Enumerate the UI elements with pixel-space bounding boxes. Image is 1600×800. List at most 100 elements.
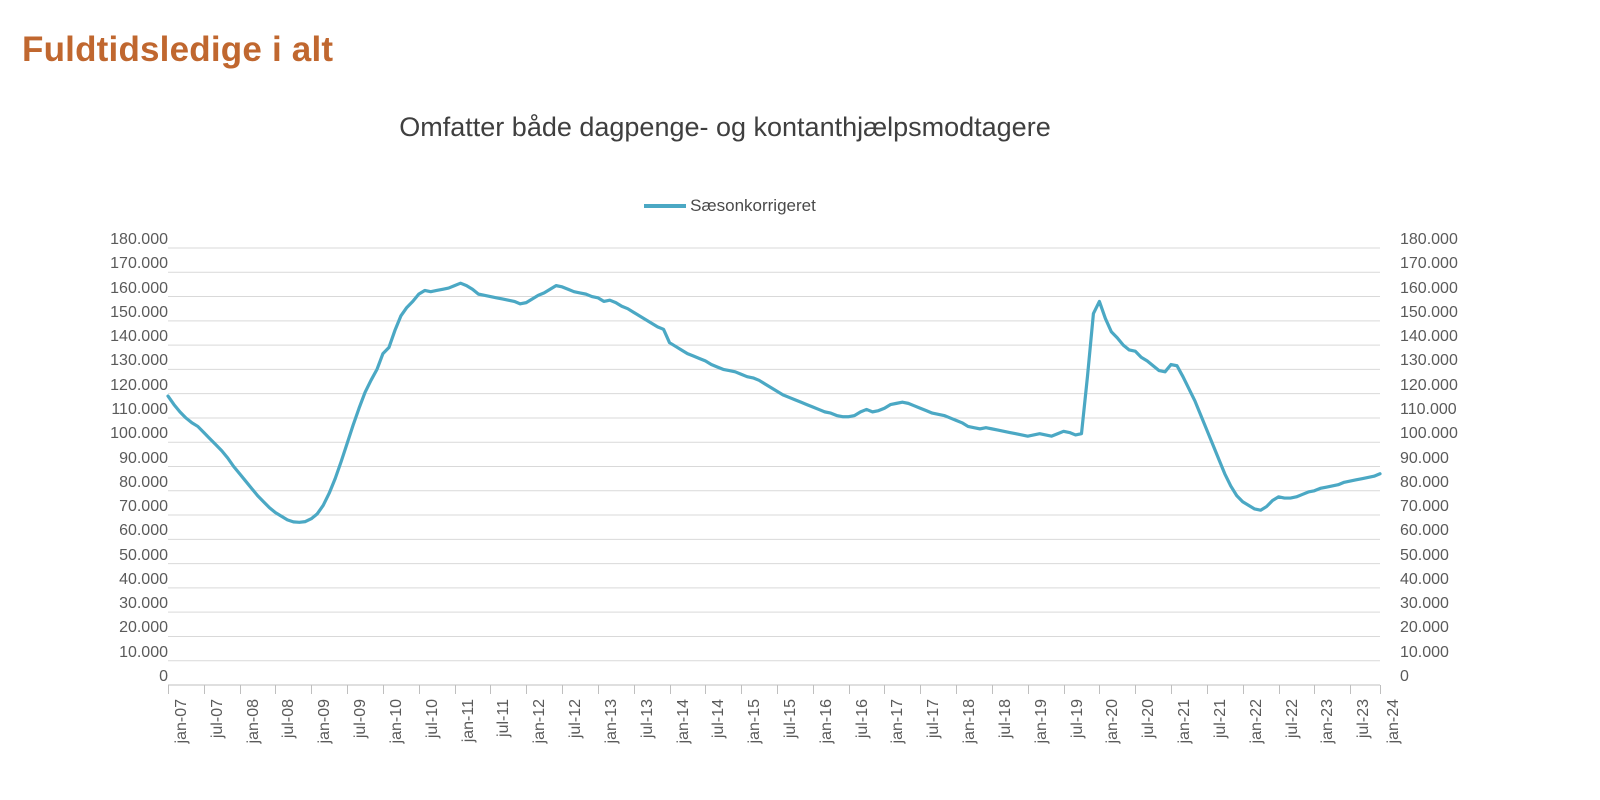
x-tick-mark-jul-11: [490, 685, 492, 694]
x-tick-mark-jul-18: [991, 685, 993, 694]
y-tick-right-120000: 120.000: [1400, 376, 1458, 394]
y-tick-right-150000: 150.000: [1400, 303, 1458, 321]
x-tick-mark-jan-09: [311, 685, 313, 694]
x-tick-mark-jan-12: [526, 685, 528, 694]
y-tick-left-130000: 130.000: [110, 352, 168, 370]
page-title: Fuldtidsledige i alt: [22, 30, 334, 69]
x-tick-mark-jan-23: [1314, 685, 1316, 694]
y-tick-right-0: 0: [1400, 668, 1409, 685]
x-tick-label-jan-16: jan-16: [817, 699, 835, 744]
legend-swatch-saesonkorrigeret: [644, 204, 687, 208]
x-tick-label-jan-18: jan-18: [961, 699, 979, 744]
x-tick-mark-jan-14: [669, 685, 671, 694]
x-tick-mark-jan-20: [1099, 685, 1101, 694]
x-tick-mark-jul-23: [1350, 685, 1352, 694]
x-tick-label-jan-10: jan-10: [387, 699, 405, 744]
x-tick-label-jan-24: jan-24: [1385, 699, 1402, 744]
x-tick-label-jul-23: jul-23: [1355, 699, 1373, 739]
x-tick-label-jan-20: jan-20: [1104, 699, 1122, 744]
chart-legend: Sæsonkorrigeret: [0, 196, 1600, 216]
x-tick-label-jan-19: jan-19: [1032, 699, 1050, 744]
y-tick-right-110000: 110.000: [1400, 400, 1457, 418]
x-tick-label-jan-11: jan-11: [459, 699, 477, 743]
x-tick-mark-jul-09: [347, 685, 349, 694]
x-tick-mark-jan-22: [1242, 685, 1244, 694]
y-tick-right-10000: 10.000: [1400, 643, 1449, 661]
y-tick-left-100000: 100.000: [110, 425, 168, 443]
y-tick-right-30000: 30.000: [1400, 595, 1449, 613]
y-tick-left-180000: 180.000: [110, 231, 168, 248]
y-tick-right-20000: 20.000: [1400, 619, 1449, 637]
x-tick-label-jul-20: jul-20: [1140, 699, 1158, 739]
x-tick-mark-jan-15: [741, 685, 743, 694]
x-tick-label-jul-16: jul-16: [853, 699, 871, 739]
x-tick-mark-jul-07: [203, 685, 205, 694]
x-tick-label-jul-15: jul-15: [781, 699, 799, 739]
x-tick-label-jul-19: jul-19: [1068, 699, 1086, 739]
y-tick-right-170000: 170.000: [1400, 255, 1458, 273]
x-tick-mark-jul-12: [562, 685, 564, 694]
x-tick-mark-jul-13: [633, 685, 635, 694]
y-tick-left-30000: 30.000: [119, 595, 168, 613]
x-tick-label-jan-21: jan-21: [1176, 699, 1194, 744]
plot-area: [166, 247, 1382, 686]
x-tick-mark-jan-13: [597, 685, 599, 694]
x-tick-mark-jul-14: [705, 685, 707, 694]
x-tick-mark-jan-07: [168, 685, 169, 694]
x-tick-mark-jul-21: [1206, 685, 1208, 694]
x-tick-mark-jul-08: [275, 685, 277, 694]
x-tick-label-jul-13: jul-13: [638, 699, 656, 739]
x-tick-label-jul-08: jul-08: [280, 699, 298, 739]
series-line-saesonkorrigeret: [166, 281, 1382, 524]
x-tick-mark-jul-15: [776, 685, 778, 694]
x-tick-mark-jan-18: [956, 685, 958, 694]
y-tick-right-80000: 80.000: [1400, 473, 1449, 491]
y-tick-left-170000: 170.000: [110, 255, 168, 273]
y-tick-right-160000: 160.000: [1400, 279, 1458, 297]
x-tick-mark-jul-17: [920, 685, 922, 694]
x-tick-label-jan-22: jan-22: [1247, 699, 1265, 744]
y-tick-left-160000: 160.000: [110, 279, 168, 297]
x-tick-label-jan-23: jan-23: [1319, 699, 1337, 744]
x-axis: jan-07 jul-07 jan-08 jul-08 jan-09 jul-09 jan-…: [168, 685, 1402, 785]
x-tick-mark-jul-10: [418, 685, 420, 694]
y-tick-right-90000: 90.000: [1400, 449, 1449, 467]
y-tick-left-50000: 50.000: [119, 546, 168, 564]
x-tick-mark-jan-21: [1171, 685, 1173, 694]
y-tick-left-110000: 110.000: [111, 400, 168, 418]
x-tick-mark-jan-16: [812, 685, 814, 694]
y-tick-left-70000: 70.000: [119, 498, 168, 516]
x-tick-label-jan-08: jan-08: [244, 699, 262, 744]
y-tick-left-20000: 20.000: [119, 619, 168, 637]
x-tick-mark-jan-19: [1027, 685, 1029, 694]
x-tick-label-jul-22: jul-22: [1283, 699, 1301, 739]
y-tick-right-60000: 60.000: [1400, 522, 1449, 540]
series-svg: [166, 247, 1382, 686]
y-tick-left-90000: 90.000: [119, 449, 168, 467]
gridlines: [168, 247, 1380, 686]
y-tick-left-140000: 140.000: [110, 328, 168, 346]
x-tick-mark-jan-24: [1380, 685, 1381, 694]
chart-subtitle: Omfatter både dagpenge- og kontanthjælps…: [399, 112, 1051, 142]
x-tick-label-jul-18: jul-18: [996, 699, 1014, 739]
y-tick-left-60000: 60.000: [119, 522, 168, 540]
y-tick-left-150000: 150.000: [110, 303, 168, 321]
x-tick-label-jul-09: jul-09: [352, 699, 370, 739]
y-tick-left-120000: 120.000: [110, 376, 168, 394]
x-tick-label-jan-12: jan-12: [531, 699, 549, 744]
legend-label-saesonkorrigeret: Sæsonkorrigeret: [690, 196, 816, 215]
x-tick-label-jan-07: jan-07: [173, 699, 190, 744]
x-tick-label-jul-07: jul-07: [208, 699, 226, 739]
y-tick-right-130000: 130.000: [1400, 352, 1458, 370]
x-tick-label-jul-10: jul-10: [423, 699, 441, 739]
x-tick-label-jul-11: jul-11: [495, 699, 513, 737]
x-tick-label-jul-14: jul-14: [710, 699, 728, 739]
y-tick-left-0: 0: [159, 668, 168, 685]
x-tick-label-jan-09: jan-09: [316, 699, 334, 744]
y-tick-left-40000: 40.000: [119, 570, 168, 588]
x-tick-label-jul-21: jul-21: [1211, 699, 1229, 739]
x-tick-mark-jan-11: [454, 685, 456, 694]
x-tick-mark-jan-10: [382, 685, 384, 694]
x-tick-label-jan-17: jan-17: [889, 699, 907, 744]
